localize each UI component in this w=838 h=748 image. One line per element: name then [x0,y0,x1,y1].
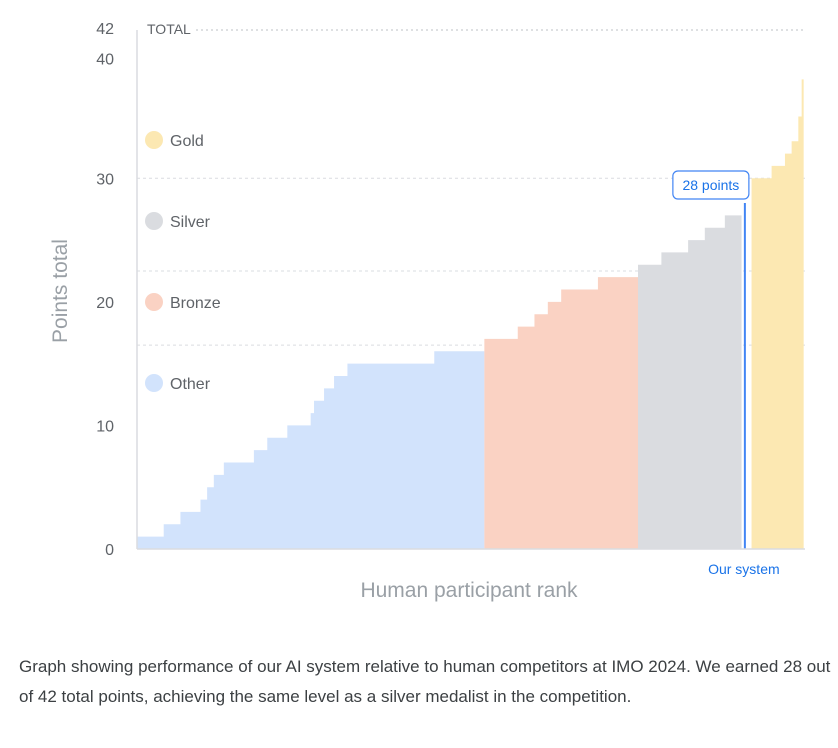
legend-swatch-other [145,374,163,392]
legend-label-other: Other [170,376,211,393]
figure-caption: Graph showing performance of our AI syst… [19,657,831,706]
ai-system-marker: 28 points Our system [672,170,780,577]
legend-label-bronze: Bronze [170,295,221,312]
axes [136,30,805,550]
legend-swatch-gold [145,131,163,149]
y-axis-title: Points total [49,239,72,343]
ai-system-callout [672,170,750,200]
legend-swatch-silver [145,212,163,230]
y-tick-label: 20 [96,295,114,312]
y-tick-labels: 0 10 20 30 40 42 [96,21,114,559]
ai-system-callout-label: 28 points [682,177,739,193]
legend-label-silver: Silver [170,214,211,231]
y-tick-label: 30 [96,171,114,188]
gridlines [137,29,805,346]
area-silver [638,190,742,549]
legend: Gold Silver Bronze Other [145,131,221,393]
legend-label-gold: Gold [170,133,204,150]
total-label: TOTAL [147,21,191,37]
ai-system-label: Our system [708,561,780,577]
imo-performance-chart: 28 points Our system 0 10 20 30 40 42 Gold Silv… [49,21,805,602]
y-tick-label: 42 [96,21,114,38]
area-gold [751,30,804,549]
y-tick-label: 40 [96,52,114,69]
rank-areas [137,30,804,549]
area-other [137,351,485,549]
y-tick-label: 0 [105,542,114,559]
legend-swatch-bronze [145,293,163,311]
x-axis-title: Human participant rank [360,579,578,602]
area-bronze [484,277,638,549]
y-tick-label: 10 [96,418,114,435]
